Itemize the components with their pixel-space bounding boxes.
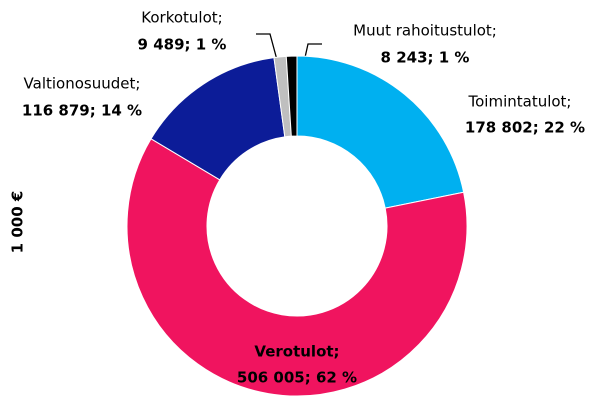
- data-label-value: 9 489; 1 %: [138, 36, 227, 54]
- data-label-name: Valtionosuudet;: [24, 75, 141, 93]
- data-label-value: 8 243; 1 %: [381, 49, 470, 67]
- data-label-value: 506 005; 62 %: [237, 369, 357, 387]
- data-label-name: Muut rahoitustulot;: [353, 22, 497, 40]
- data-label-name: Verotulot;: [254, 343, 339, 361]
- data-label-value: 116 879; 14 %: [22, 102, 142, 120]
- donut-segment: [126, 138, 468, 397]
- data-label-name: Korkotulot;: [141, 9, 222, 27]
- axis-label: 1 000 €: [9, 191, 27, 254]
- donut-segment: [296, 55, 465, 209]
- donut-segment: [285, 55, 298, 137]
- data-label-name: Toimintatulot;: [468, 93, 572, 111]
- data-label-value: 178 802; 22 %: [465, 119, 585, 137]
